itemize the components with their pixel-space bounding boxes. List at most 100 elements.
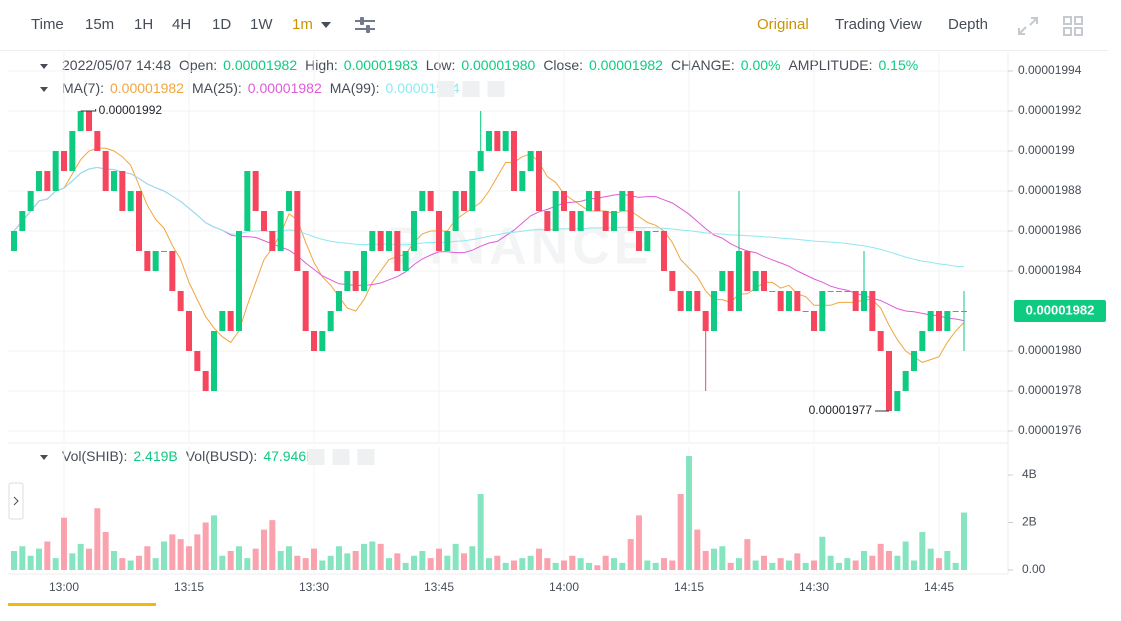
interval[interactable]: 1W [250,16,273,33]
volume-bar [94,508,101,570]
candle-body [611,211,617,231]
candle-body [777,291,784,311]
volume-bar [552,562,559,570]
x-tick-label: 14:15 [674,580,704,594]
volume-bar [402,562,409,570]
y-tick-label: 0.00001976 [1018,423,1082,437]
volume-bar [894,555,901,570]
candle-body [36,171,42,191]
candle-body [336,291,342,311]
volume-bar [61,517,67,570]
y-tick-label: 0.00001988 [1018,183,1082,197]
volume-bar [452,543,459,570]
volume-bar [544,558,551,570]
candle-body [944,311,951,331]
volume-bar [119,558,126,570]
candle-body [186,311,192,351]
volume-bar [477,494,484,570]
info-label: CHANGE: [671,57,735,73]
dropdown-arrow[interactable] [320,20,332,30]
volume-bar [952,562,959,570]
interval[interactable]: 1H [134,16,154,33]
candle-body [302,271,309,331]
volume-bar [44,541,51,570]
volume-bar [619,562,626,570]
y-tick-label: 0.0000199 [1018,143,1075,157]
candle-body [419,191,426,211]
y-tick-label: 0.00001984 [1018,263,1082,277]
candle-body [119,171,126,211]
candle-body [852,291,859,311]
volume-bar [394,553,401,570]
active-interval[interactable]: 1m [292,16,313,33]
candle-body [727,271,734,311]
legend-icon[interactable] [307,449,325,465]
candle-body [61,151,67,171]
settings-icon[interactable] [354,15,376,35]
legend-icon[interactable] [487,81,505,97]
volume-bar [169,534,176,570]
interval[interactable]: 4H [172,16,192,33]
candle-body [352,271,359,291]
volume-bar [902,541,909,570]
candle-body [102,151,109,191]
candle-body [694,291,701,311]
legend-icon[interactable] [332,449,350,465]
info-value: 0.00001982 [223,57,297,73]
legend-icon[interactable] [357,449,375,465]
volume-bar [494,555,501,570]
candle-body [677,291,684,311]
volume-bar [211,515,217,570]
candle-body [319,331,326,351]
candle-body [802,311,809,312]
candle-body [602,211,609,231]
volume-bar [427,558,434,570]
volume-bar [561,560,567,570]
candle-body [252,171,259,211]
volume-bar [252,548,259,570]
volume-bar [152,558,159,570]
volume-bar [36,548,42,570]
volume-bar [344,553,351,570]
candle-body [836,291,842,292]
volume-bar [844,558,851,570]
interval[interactable]: 1D [212,16,232,33]
volume-bar [461,553,467,570]
candle-body [819,291,826,331]
volume-bar [869,555,876,570]
legend-icon[interactable] [437,81,455,97]
candle-body [561,191,567,211]
candle-body [661,231,667,271]
candle-body [94,131,101,151]
candle-body [161,251,167,252]
candle-body [452,191,459,231]
legend-icon[interactable] [462,81,480,97]
layout-icon[interactable] [1062,15,1084,37]
candle-body [652,231,659,232]
volume-bar [436,548,442,570]
fullscreen-icon[interactable] [1017,16,1039,36]
candle-body [77,111,84,131]
candle-body [586,191,592,211]
volume-bar [161,541,167,570]
interval[interactable]: Time [31,16,64,33]
view-tab[interactable]: Trading View [835,16,922,33]
candle-body [202,371,209,391]
volume-bar [286,546,292,570]
collapse-button[interactable] [8,482,24,520]
candle-body [927,311,934,331]
volume-bar [694,529,701,570]
volume-bar [377,543,384,570]
collapse-caret [40,64,48,69]
view-tab[interactable]: Depth [948,16,989,33]
candle-body [211,331,217,391]
info-value: 0.00001982 [589,57,663,73]
volume-bar [244,558,251,570]
view-tab[interactable]: Original [757,16,809,33]
volume-bar [919,532,926,570]
volume-bar [69,553,76,570]
candle-body [686,291,692,311]
volume-bar [386,558,392,570]
interval[interactable]: 15m [85,16,115,33]
